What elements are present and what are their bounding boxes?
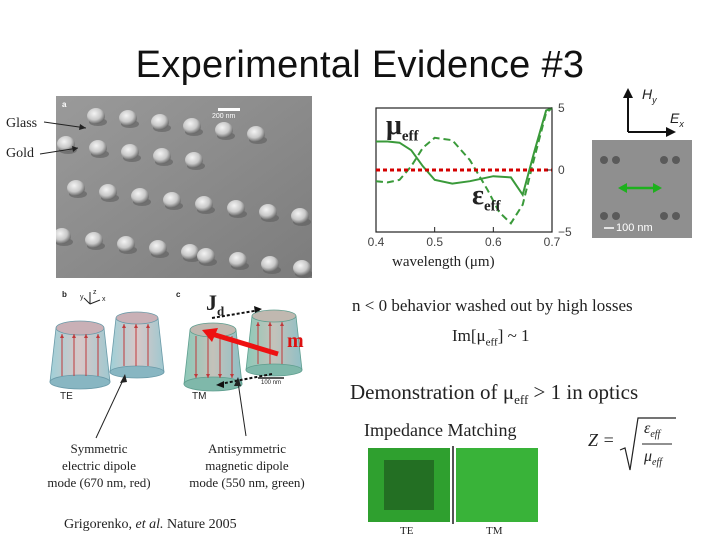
ex-label: Ex	[670, 110, 684, 129]
panel-letter-b: b	[62, 290, 67, 299]
y-tick-label: 0	[558, 163, 565, 177]
y-tick-label: −5	[558, 225, 572, 239]
te-sample-label: TE	[400, 525, 414, 537]
jd-label: Jd	[206, 290, 225, 319]
sem-panel-letter: a	[62, 100, 67, 109]
x-tick-label: 0.6	[485, 235, 502, 249]
x-tick-label: 0.7	[544, 235, 561, 249]
formula-numerator: εeff	[644, 420, 661, 441]
tm-pillar-label: TM	[192, 391, 207, 402]
impedance-matching-label: Impedance Matching	[364, 420, 517, 440]
panel-letter-c: c	[176, 290, 181, 299]
field-inset-drawing	[600, 156, 680, 229]
chart-xlabel: wavelength (μm)	[392, 254, 495, 270]
pillar-simulations	[49, 292, 303, 392]
tm-sample-label: TM	[486, 525, 503, 537]
formula-z: Z =	[588, 430, 615, 450]
glass-label: Glass	[6, 116, 38, 131]
te-pillar-label: TE	[60, 391, 73, 402]
x-tick-label: 0.4	[368, 235, 385, 249]
sem-scale-label: 200 nm	[212, 113, 236, 120]
sample-divider	[452, 446, 454, 524]
axis-x-label: x	[102, 296, 106, 303]
te-sample-square	[384, 460, 434, 510]
sem-image: 200 nm a	[56, 96, 312, 278]
pillar-scale-label: 100 nm	[261, 380, 282, 386]
te-sample-image	[368, 448, 450, 522]
axis-y-label: y	[80, 294, 84, 301]
losses-text: n < 0 behavior washed out by high losses	[352, 296, 633, 315]
m-label: m	[287, 330, 304, 352]
x-tick-label: 0.5	[426, 235, 443, 249]
formula-denominator: μeff	[644, 448, 663, 469]
citation: Grigorenko, et al. Nature 2005	[64, 517, 237, 532]
tm-sample-image	[456, 448, 538, 522]
field-axes	[623, 88, 676, 137]
mu-eps-chart: 0.4 0.5 0.6 0.7 5 0 −5	[368, 101, 572, 249]
sem-pillars	[56, 96, 312, 278]
demonstration-text: Demonstration of μeff > 1 in optics	[350, 380, 639, 408]
slide-title: Experimental Evidence #3	[135, 44, 585, 86]
inset-scale-label: 100 nm	[616, 222, 653, 234]
mu-eff-series	[376, 107, 553, 198]
axis-z-label: z	[93, 289, 97, 296]
mu-eff-label: μeff	[386, 110, 419, 145]
eps-eff-series	[375, 107, 553, 225]
y-tick-label: 5	[558, 101, 565, 115]
hy-label: Hy	[642, 86, 657, 105]
field-inset-image: 100 nm	[592, 140, 692, 238]
im-mu-text: Im[μeff] ~ 1	[452, 326, 530, 349]
caption-pointers	[95, 374, 247, 439]
gold-label: Gold	[6, 146, 34, 161]
eps-eff-label: εeff	[472, 180, 501, 215]
formula-radical	[619, 417, 676, 471]
sem-scale-bar	[218, 108, 240, 111]
caption-antisymmetric: Antisymmetric magnetic dipole mode (550 …	[189, 441, 305, 490]
sem-label-arrows	[39, 121, 87, 155]
caption-symmetric: Symmetric electric dipole mode (670 nm, …	[47, 441, 151, 490]
